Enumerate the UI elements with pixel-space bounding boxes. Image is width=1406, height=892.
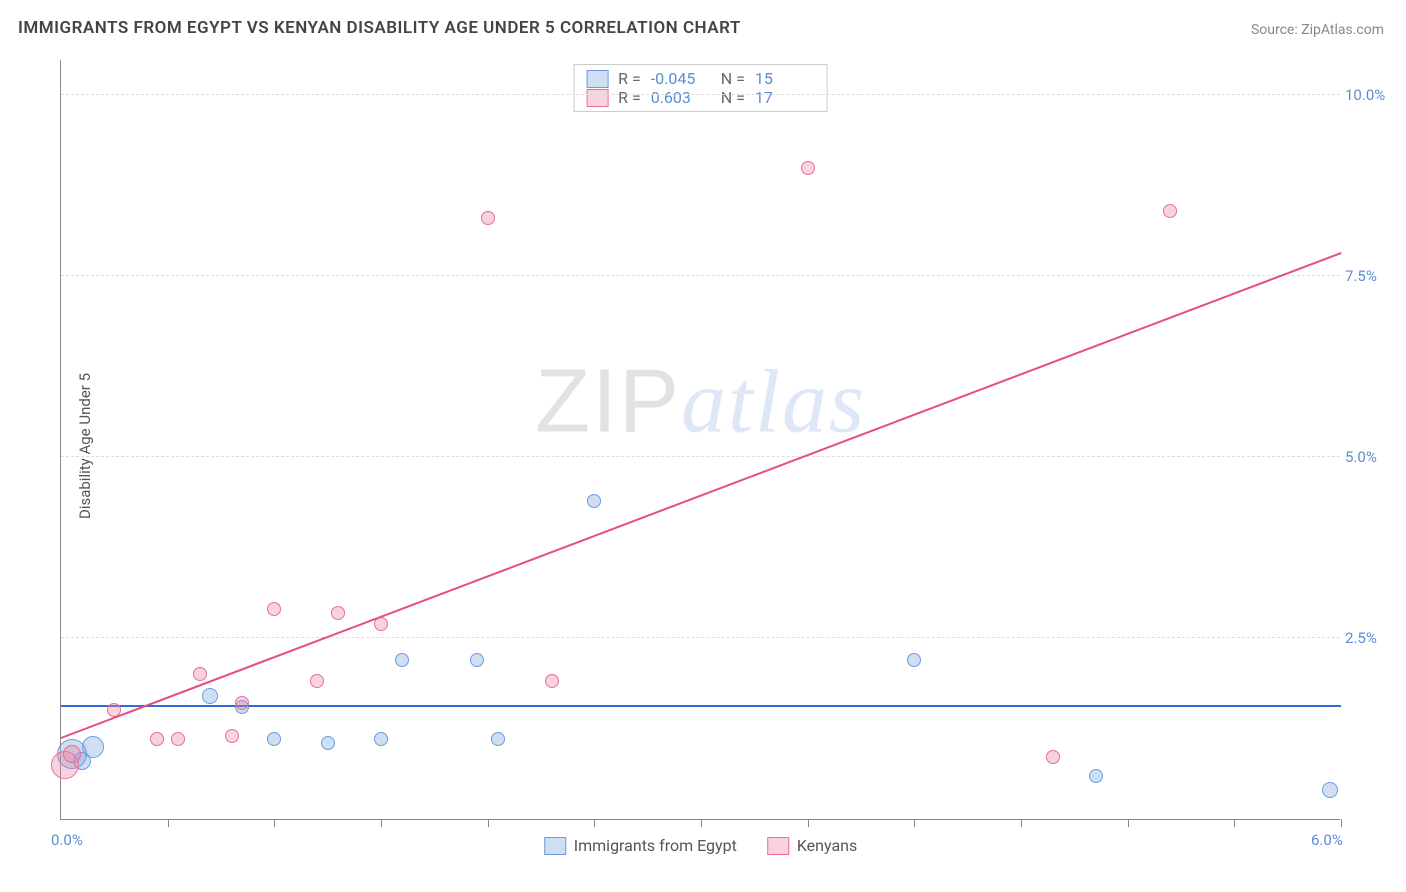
watermark-atlas: atlas [681,352,866,451]
y-tick-label: 2.5% [1345,629,1400,647]
y-tick-label: 10.0% [1345,86,1400,104]
data-point[interactable] [470,653,484,667]
data-point[interactable] [321,736,335,750]
legend-item-kenyans[interactable]: Kenyans [767,836,857,855]
y-tick-label: 5.0% [1345,448,1400,466]
gridline [61,275,1340,276]
source-link[interactable]: ZipAtlas.com [1301,22,1384,38]
legend-row-kenyans: R = 0.603 N = 17 [586,88,815,107]
gridline [61,637,1340,638]
legend-r-label: R = [618,69,641,88]
legend-row-egypt: R = -0.045 N = 15 [586,69,815,88]
data-point[interactable] [801,161,815,175]
x-tick [808,819,809,827]
data-point[interactable] [202,688,218,704]
legend-swatch-egypt [586,70,608,88]
chart-container: IMMIGRANTS FROM EGYPT VS KENYAN DISABILI… [0,0,1406,892]
legend-series: Immigrants from Egypt Kenyans [544,836,857,855]
chart-title: IMMIGRANTS FROM EGYPT VS KENYAN DISABILI… [18,18,741,38]
data-point[interactable] [235,696,249,710]
data-point[interactable] [150,732,164,746]
legend-n-label: N = [721,69,745,88]
data-point[interactable] [310,674,324,688]
data-point[interactable] [267,732,281,746]
legend-correlation: R = -0.045 N = 15 R = 0.603 N = 17 [573,64,828,112]
legend-label-egypt: Immigrants from Egypt [574,836,737,855]
x-tick-label: 0.0% [51,831,83,849]
trendline [61,705,1341,707]
data-point[interactable] [374,732,388,746]
trendline [61,253,1342,740]
legend-r-value-egypt: -0.045 [651,69,711,88]
data-point[interactable] [1163,204,1177,218]
plot-area: ZIPatlas R = -0.045 N = 15 R = 0.603 N =… [60,60,1340,820]
watermark-zip: ZIP [535,351,681,451]
x-tick [594,819,595,827]
source-label: Source: [1251,22,1298,38]
x-tick [1128,819,1129,827]
data-point[interactable] [225,729,239,743]
x-tick [701,819,702,827]
legend-swatch-egypt-icon [544,837,566,855]
data-point[interactable] [193,667,207,681]
data-point[interactable] [1322,782,1338,798]
x-tick [914,819,915,827]
x-tick [1341,819,1342,827]
y-tick-label: 7.5% [1345,267,1400,285]
legend-r-value-kenyans: 0.603 [651,88,711,107]
data-point[interactable] [1089,769,1103,783]
x-tick-label: 6.0% [1311,831,1343,849]
x-tick [1234,819,1235,827]
data-point[interactable] [395,653,409,667]
legend-n-label: N = [721,88,745,107]
data-point[interactable] [907,653,921,667]
legend-swatch-kenyans-icon [767,837,789,855]
gridline [61,456,1340,457]
watermark: ZIPatlas [535,350,866,453]
source-credit: Source: ZipAtlas.com [1251,22,1384,38]
legend-n-value-egypt: 15 [755,69,815,88]
data-point[interactable] [587,494,601,508]
x-tick [488,819,489,827]
data-point[interactable] [481,211,495,225]
data-point[interactable] [63,745,81,763]
legend-item-egypt[interactable]: Immigrants from Egypt [544,836,737,855]
x-tick [168,819,169,827]
legend-r-label: R = [618,88,641,107]
data-point[interactable] [491,732,505,746]
legend-label-kenyans: Kenyans [797,836,857,855]
data-point[interactable] [171,732,185,746]
x-tick [381,819,382,827]
x-tick [1021,819,1022,827]
legend-n-value-kenyans: 17 [755,88,815,107]
data-point[interactable] [331,606,345,620]
legend-swatch-kenyans [586,89,608,107]
x-tick [274,819,275,827]
gridline [61,94,1340,95]
data-point[interactable] [267,602,281,616]
data-point[interactable] [545,674,559,688]
data-point[interactable] [1046,750,1060,764]
